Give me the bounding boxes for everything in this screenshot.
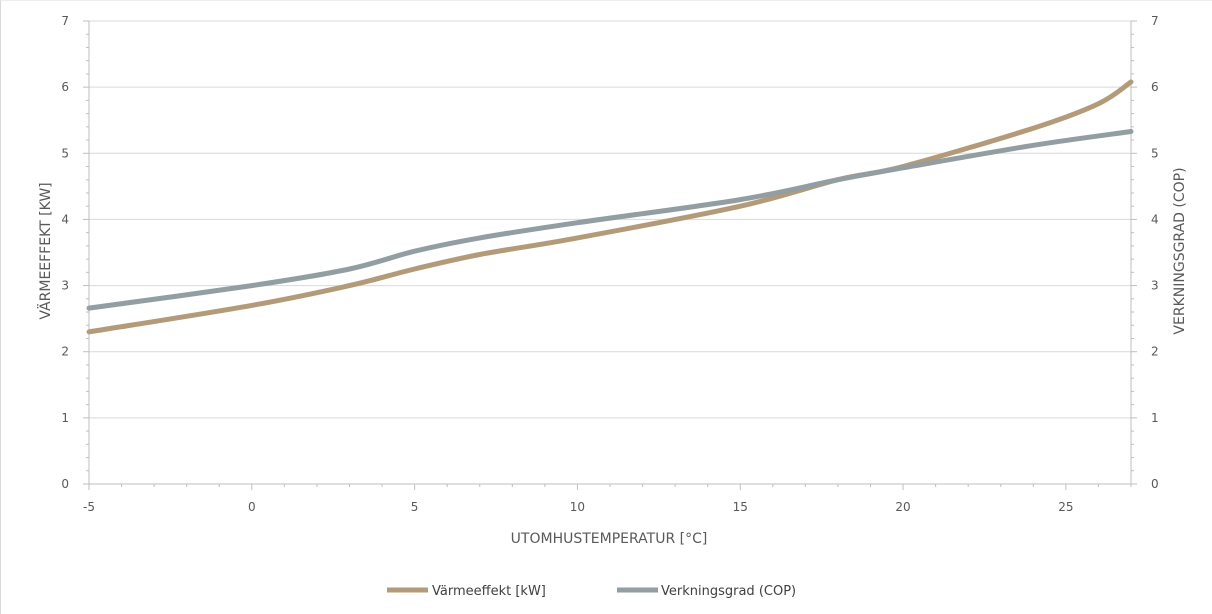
y-tick-label-left: 0 — [61, 477, 69, 491]
y-tick-label-right: 5 — [1151, 146, 1159, 160]
y-axis-title-left: VÄRMEEFFEKT [KW] — [36, 182, 54, 319]
y-tick-label-left: 2 — [61, 345, 69, 359]
legend: Värmeeffekt [kW] Verkningsgrad (COP) — [387, 584, 796, 599]
series-line-verkningsgrad — [86, 129, 1134, 311]
series-line-varmeeffekt — [86, 79, 1134, 335]
x-tick-label: 10 — [570, 500, 585, 514]
y-tick-label-right: 6 — [1151, 80, 1159, 94]
y-tick-label-left: 3 — [61, 279, 69, 293]
y-tick-label-right: 3 — [1151, 279, 1159, 293]
legend-label-varmeeffekt: Värmeeffekt [kW] — [432, 584, 546, 599]
series-lines — [86, 79, 1134, 335]
y-axis-title-right: VERKNINGSGRAD (COP) — [1172, 167, 1188, 334]
y-tick-label-right: 4 — [1151, 212, 1159, 226]
y-tick-label-right: 2 — [1151, 345, 1159, 359]
legend-label-verkningsgrad: Verkningsgrad (COP) — [661, 584, 796, 599]
x-tick-label: 0 — [248, 500, 256, 514]
x-tick-label: -5 — [83, 500, 95, 514]
gridlines — [89, 20, 1131, 485]
x-tick-label: 25 — [1058, 500, 1073, 514]
x-axis-title: UTOMHUSTEMPERATUR [°C] — [511, 531, 708, 547]
y-tick-label-left: 7 — [61, 14, 69, 28]
tick-labels: 0 1 2 3 4 5 6 7 0 1 2 3 4 5 6 7 -5 0 5 10 15 20 25 — [61, 14, 1158, 514]
y-tick-label-left: 6 — [61, 80, 69, 94]
y-tick-label-right: 7 — [1151, 14, 1159, 28]
y-tick-label-right: 0 — [1151, 477, 1159, 491]
y-tick-label-left: 1 — [61, 411, 69, 425]
y-tick-label-left: 4 — [61, 212, 69, 226]
axes — [83, 20, 1137, 490]
x-tick-label: 15 — [733, 500, 748, 514]
x-tick-label: 20 — [895, 500, 910, 514]
x-tick-label: 5 — [411, 500, 419, 514]
y-tick-label-right: 1 — [1151, 411, 1159, 425]
y-tick-label-left: 5 — [61, 146, 69, 160]
